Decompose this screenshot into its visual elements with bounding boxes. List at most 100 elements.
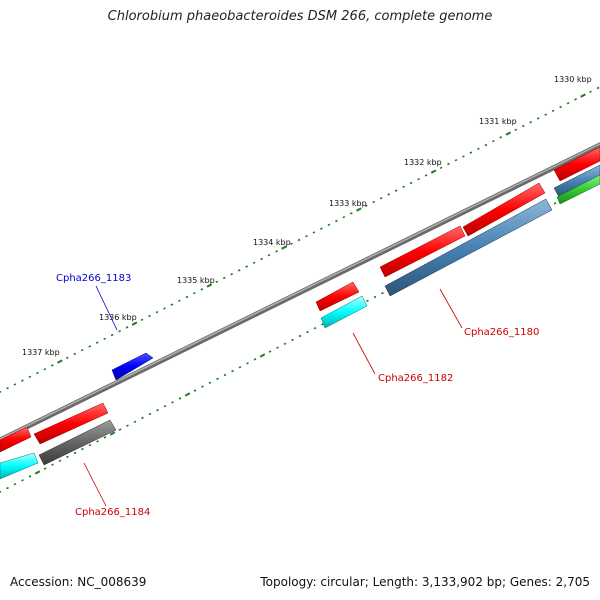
ruler-minor-tick xyxy=(379,196,383,200)
ruler-minor-tick xyxy=(80,348,84,352)
ruler-minor-tick xyxy=(566,101,570,105)
ruler-minor-tick xyxy=(283,342,287,346)
ruler-minor-tick xyxy=(551,109,555,113)
tick-label: 1336 kbp xyxy=(99,313,137,322)
ruler-minor-tick xyxy=(499,136,503,139)
ruler-minor-tick xyxy=(596,86,600,90)
ruler-minor-tick xyxy=(544,113,548,116)
ruler-minor-tick xyxy=(553,202,557,205)
ruler-minor-tick xyxy=(95,341,99,344)
tick-label: 1332 kbp xyxy=(404,158,442,167)
tick-label: 1333 kbp xyxy=(329,199,367,208)
gene-red-d[interactable] xyxy=(462,182,546,237)
gene-cyan-cpha266-1182[interactable] xyxy=(320,295,368,329)
ruler-minor-tick xyxy=(252,261,256,265)
ruler-minor-tick xyxy=(126,424,129,427)
gene-red-1182-partner[interactable] xyxy=(315,281,360,312)
label-cpha266-1182[interactable]: Cpha266_1182 xyxy=(378,373,453,384)
ruler-minor-tick xyxy=(521,124,525,128)
ruler-minor-tick xyxy=(417,177,420,181)
ruler-minor-tick xyxy=(260,257,263,261)
ruler-minor-tick xyxy=(178,397,182,400)
tick-label: 1334 kbp xyxy=(253,238,291,247)
ruler-minor-tick xyxy=(306,330,309,334)
ruler-minor-tick xyxy=(81,447,84,451)
outer-ruler xyxy=(0,86,600,393)
gene-red-c[interactable] xyxy=(379,225,466,278)
gene-gray-cpha266-1184[interactable] xyxy=(38,419,117,466)
ruler-minor-tick xyxy=(21,379,24,382)
ruler-minor-tick xyxy=(88,345,92,348)
ruler-minor-tick xyxy=(6,486,9,490)
ruler-minor-tick xyxy=(222,276,226,280)
gene-cpha266-1183[interactable] xyxy=(111,352,154,381)
ruler-minor-tick xyxy=(327,223,331,227)
gene-green-right[interactable] xyxy=(556,174,600,205)
label-cpha266-1180[interactable]: Cpha266_1180 xyxy=(464,327,539,338)
ruler-minor-tick xyxy=(335,219,338,223)
ruler-minor-tick xyxy=(133,420,137,424)
ruler-minor-tick xyxy=(103,337,106,341)
ruler-minor-tick xyxy=(208,381,212,385)
ruler-minor-tick xyxy=(125,326,129,329)
ruler-minor-tick xyxy=(424,174,428,177)
ruler-minor-tick xyxy=(58,459,62,463)
ruler-minor-tick xyxy=(589,90,592,94)
ruler-minor-tick xyxy=(163,404,167,408)
label-cpha266-1183[interactable]: Cpha266_1183 xyxy=(56,273,131,284)
ruler-minor-tick xyxy=(529,120,533,124)
tick-label: 1335 kbp xyxy=(177,276,215,285)
ruler-minor-tick xyxy=(447,162,450,166)
ruler-minor-tick xyxy=(155,310,159,314)
ruler-minor-tick xyxy=(320,227,323,230)
gene-red-a[interactable] xyxy=(0,426,32,453)
ruler-minor-tick xyxy=(559,105,562,109)
ruler-major-tick xyxy=(206,283,213,288)
ruler-major-tick xyxy=(57,359,63,364)
gene-steelblue-cpha266-1180[interactable] xyxy=(384,198,553,297)
gene-steelblue-right[interactable] xyxy=(553,164,600,198)
ruler-minor-tick xyxy=(298,334,302,338)
gene-cyan-left[interactable] xyxy=(0,452,39,480)
ruler-minor-tick xyxy=(574,98,577,101)
ruler-major-tick xyxy=(184,392,191,397)
ruler-minor-tick xyxy=(394,189,398,192)
ruler-minor-tick xyxy=(13,482,17,486)
ruler-minor-tick xyxy=(178,299,181,303)
ruler-major-tick xyxy=(131,321,138,326)
ruler-minor-tick xyxy=(65,356,69,360)
ruler-minor-tick xyxy=(156,408,159,412)
ruler-minor-tick xyxy=(13,383,17,386)
accession-text: Accession: NC_008639 xyxy=(10,575,147,589)
ruler-minor-tick xyxy=(253,358,257,361)
ruler-minor-tick xyxy=(148,412,152,416)
ruler-minor-tick xyxy=(193,389,197,392)
ruler-minor-tick xyxy=(223,373,227,377)
ruler-minor-tick xyxy=(118,329,121,333)
ruler-minor-tick xyxy=(0,490,2,493)
ruler-minor-tick xyxy=(297,238,301,242)
ruler-minor-tick xyxy=(28,475,32,478)
ruler-major-tick xyxy=(580,93,586,98)
label-cpha266-1184[interactable]: Cpha266_1184 xyxy=(75,507,150,518)
ruler-minor-tick xyxy=(469,151,473,154)
gene-red-b[interactable] xyxy=(33,402,109,445)
ruler-minor-tick xyxy=(305,234,308,238)
ruler-minor-tick xyxy=(28,375,32,379)
ruler-minor-tick xyxy=(170,303,174,306)
ruler-minor-tick xyxy=(536,117,540,120)
leader-lines xyxy=(83,285,463,507)
ruler-minor-tick xyxy=(454,158,458,162)
map-title: Chlorobium phaeobacteroides DSM 266, com… xyxy=(107,9,493,24)
ruler-minor-tick xyxy=(372,200,376,204)
ruler-minor-tick xyxy=(73,451,77,455)
ruler-minor-tick xyxy=(366,299,369,303)
ruler-minor-tick xyxy=(140,318,144,322)
gene-red-e[interactable] xyxy=(553,146,600,182)
ruler-minor-tick xyxy=(268,350,272,353)
ruler-minor-tick xyxy=(200,288,204,291)
ruler-minor-tick xyxy=(148,314,151,318)
ruler-minor-tick xyxy=(275,250,278,253)
ruler-major-tick xyxy=(281,245,287,250)
